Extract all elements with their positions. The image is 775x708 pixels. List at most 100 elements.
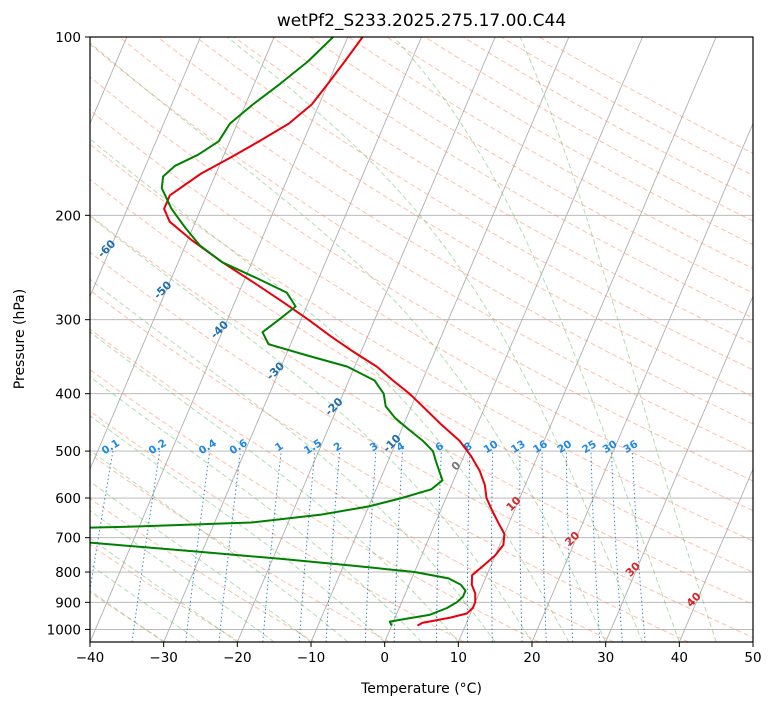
isotherm-lines [90, 37, 753, 642]
dry-adiabat [90, 143, 753, 542]
isotherm-label: -30 [264, 359, 287, 382]
dry-adiabat [271, 37, 753, 319]
dry-adiabat [539, 37, 753, 154]
dry-adiabat [90, 289, 689, 642]
dry-adiabat [90, 214, 753, 606]
dry-adiabat [90, 76, 753, 482]
mixing-ratio-label: 16 [531, 438, 550, 456]
x-axis-ticks: −40 −30 −20 −10 0 10 20 30 40 50 [76, 642, 762, 666]
y-tick-label: 900 [55, 595, 81, 611]
mixing-ratio-line [519, 451, 523, 642]
dry-adiabat [90, 410, 465, 642]
moist-adiabat [519, 37, 717, 642]
mixing-ratio-label: 0.6 [228, 437, 250, 457]
x-tick-label: 20 [523, 650, 540, 666]
dry-adiabat [90, 328, 614, 642]
mixing-ratio-line [218, 451, 241, 642]
moist-adiabat [90, 331, 459, 642]
x-tick-label: −40 [76, 650, 105, 666]
moist-adiabat [90, 564, 201, 642]
dry-adiabat [90, 109, 753, 512]
x-tick-label: −20 [223, 650, 252, 666]
isotherm-line [384, 37, 643, 642]
moist-adiabat [90, 376, 422, 642]
mixing-ratio-label: 0.2 [147, 437, 169, 457]
moist-adiabat [227, 37, 643, 642]
mixing-ratio-label: 0.4 [197, 437, 219, 457]
isotherm-label: -80 [0, 152, 8, 175]
temperature-profile [163, 37, 506, 627]
dry-adiabat [90, 497, 315, 642]
mixing-ratio-line [90, 451, 114, 593]
mixing-ratio-label: 30 [601, 438, 620, 456]
isotherm-label: 20 [562, 529, 582, 549]
isotherm-label: -60 [95, 237, 118, 260]
mixing-ratio-label: 1.5 [302, 437, 324, 457]
sounding-series [90, 37, 506, 627]
mixing-ratio-label: 36 [621, 438, 640, 456]
x-tick-label: 0 [380, 650, 389, 666]
isotherm-line [236, 37, 496, 642]
mixing-ratio-label: 25 [580, 438, 599, 456]
isotherm-line [531, 122, 753, 642]
dry-adiabat [310, 37, 753, 294]
y-tick-label: 500 [55, 444, 81, 460]
moist-adiabat [90, 415, 386, 642]
dry-adiabat [90, 178, 753, 573]
isotherm-label: -20 [322, 395, 345, 418]
isotherm-line [310, 37, 570, 642]
y-tick-label: 800 [55, 565, 81, 581]
moist-adiabat [90, 215, 533, 642]
isotherm-label: 30 [623, 559, 643, 579]
dry-adiabat [90, 591, 166, 642]
x-tick-label: 50 [744, 650, 761, 666]
isotherm-line [752, 640, 753, 642]
dry-adiabats [90, 37, 753, 642]
mixing-ratio-line [491, 451, 494, 642]
mixing-ratio-lines [90, 451, 646, 642]
mixing-ratio-label: 10 [482, 438, 501, 456]
y-tick-label: 100 [55, 30, 81, 46]
mixing-ratio-line [631, 451, 646, 642]
y-axis-label: Pressure (hPa) [12, 289, 28, 389]
mixing-ratio-line [262, 451, 282, 642]
mixing-ratio-line [298, 451, 316, 642]
isotherm-label: -40 [208, 318, 231, 341]
y-tick-label: 200 [55, 208, 81, 224]
dry-adiabat [462, 37, 753, 199]
dry-adiabat [195, 37, 753, 371]
mixing-ratio-line [393, 451, 403, 642]
dry-adiabat [90, 251, 753, 639]
moist-adiabat [90, 449, 349, 642]
y-axis-ticks: 100 200 300 400 500 600 700 800 900 1000 [47, 30, 90, 638]
moist-adiabat [90, 589, 164, 642]
moist-adiabats [90, 37, 717, 642]
dry-adiabat [157, 37, 753, 398]
y-tick-label: 300 [55, 313, 81, 329]
y-tick-label: 400 [55, 387, 81, 403]
isotherm-line [678, 467, 753, 642]
mixing-ratio-line [185, 451, 211, 642]
mixing-ratio-label: 13 [509, 438, 528, 456]
moist-adiabat [90, 537, 238, 642]
mixing-ratio-label: 0.1 [100, 437, 122, 457]
mixing-ratio-label: 20 [555, 438, 574, 456]
x-tick-label: 40 [671, 650, 688, 666]
mixing-ratio-label: 2 [332, 440, 345, 454]
x-axis-label: Temperature (°C) [360, 681, 482, 697]
isotherm-line [163, 37, 422, 642]
isotherm-line [90, 37, 275, 471]
y-tick-label: 600 [55, 491, 81, 507]
mixing-ratio-label: 1 [273, 440, 286, 454]
mixing-ratio-line [131, 451, 161, 642]
mixing-ratio-line [590, 451, 601, 642]
mixing-ratio-labels: 0.1 0.2 0.4 0.6 1 1.5 2 3 4 6 8 10 13 16 20 25 30 36 [100, 437, 640, 457]
dry-adiabat [424, 37, 753, 222]
dry-adiabat [386, 37, 753, 246]
isotherm-line [90, 37, 201, 298]
y-tick-label: 700 [55, 531, 81, 547]
dewpoint-profile [90, 37, 467, 627]
x-tick-label: −30 [149, 650, 178, 666]
